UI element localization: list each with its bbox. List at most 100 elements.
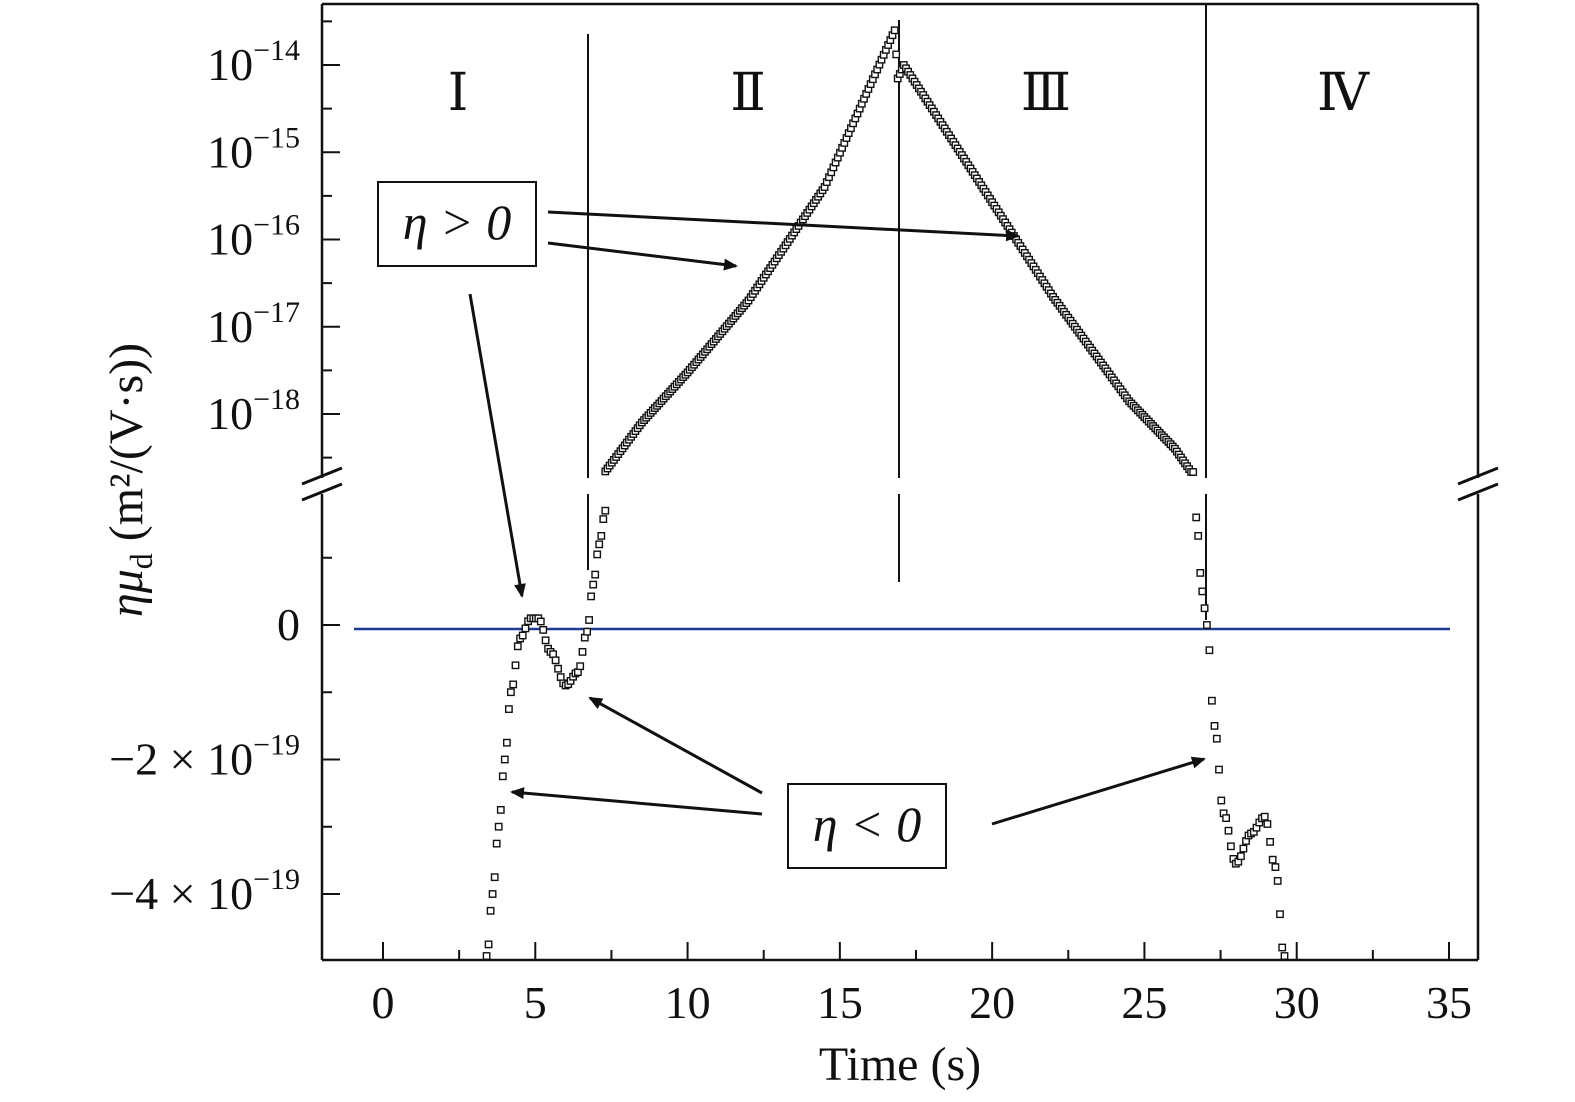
data-point — [541, 636, 550, 645]
data-point — [585, 616, 594, 624]
data-point — [488, 890, 497, 898]
annotation-box-negative — [787, 783, 947, 869]
x-tick-label-10: 10 — [665, 977, 711, 1028]
data-point — [511, 661, 520, 670]
data-point — [1224, 826, 1233, 835]
data-point — [1239, 844, 1248, 853]
data-point — [1215, 765, 1223, 774]
arrow-negative-dip — [588, 696, 763, 795]
data-point — [597, 532, 606, 540]
annotation-box-positive — [377, 181, 537, 267]
data-point — [496, 806, 505, 814]
data-point — [1217, 796, 1226, 805]
region-dividers — [587, 4, 1207, 620]
data-point — [593, 550, 602, 559]
data-point — [890, 26, 899, 35]
data-point — [551, 656, 560, 665]
x-tick-label-30: 30 — [1274, 977, 1320, 1028]
arrow-positive-region2 — [547, 241, 738, 271]
data-point — [539, 626, 548, 634]
axis-break-mark-left-1 — [301, 466, 343, 486]
region-label-3: Ⅲ — [1021, 65, 1071, 122]
annotation-eta-positive: η > 0 — [377, 181, 537, 267]
data-point — [513, 642, 522, 651]
y-upper-tick-label-2: 10−15 — [207, 121, 300, 177]
y-lower-tick-label-3: −4 × 10−19 — [109, 863, 300, 919]
axis-ticks: 0 5 10 15 20 25 30 35 10−14 10−15 10−16 10−17 10−18 0… — [109, 20, 1472, 1028]
x-tick-label-25: 25 — [1121, 977, 1167, 1028]
data-point — [1280, 952, 1289, 960]
data-point — [1268, 855, 1277, 864]
x-tick-label-5: 5 — [524, 977, 547, 1028]
data-point — [521, 624, 530, 633]
data-point — [484, 940, 493, 949]
data-point — [1276, 910, 1284, 919]
data-point — [1266, 838, 1275, 846]
axis-break-mark-left-2 — [301, 482, 343, 502]
data-point — [1205, 646, 1214, 655]
region-label-4: Ⅳ — [1317, 65, 1370, 122]
data-point — [1222, 814, 1231, 823]
y-axis-title: ημd (m²/(V·s)) — [100, 343, 159, 617]
data-point — [1200, 604, 1209, 613]
data-point — [494, 822, 503, 831]
data-point — [536, 617, 545, 626]
y-axis-title-units: (m²/(V·s)) — [100, 343, 153, 553]
data-point — [500, 755, 509, 764]
data-point — [554, 664, 563, 673]
data-point — [503, 738, 511, 747]
data-point — [1278, 943, 1287, 952]
data-point — [492, 839, 501, 848]
x-tick-label-35: 35 — [1426, 977, 1472, 1028]
y-axis-title-subscript: d — [123, 553, 159, 569]
axis-break-mark-right-1 — [1457, 466, 1499, 486]
data-point — [601, 506, 610, 515]
y-upper-tick-label-3: 10−16 — [207, 209, 300, 265]
data-point — [1260, 812, 1269, 821]
data-point — [509, 680, 518, 689]
y-lower-tick-label-1: 0 — [277, 599, 300, 650]
data-point — [556, 673, 565, 682]
annotation-eta-negative: η < 0 — [787, 783, 947, 869]
data-point — [1196, 569, 1205, 577]
data-point — [507, 688, 515, 697]
y-lower-tick-label-2: −2 × 10−19 — [109, 729, 300, 785]
data-point — [1271, 863, 1280, 872]
y-upper-tick-label-1: 10−14 — [207, 34, 300, 90]
data-point — [892, 50, 901, 59]
data-point — [1226, 842, 1235, 851]
data-point — [587, 592, 596, 601]
annotation-text-positive: η > 0 — [403, 194, 512, 250]
data-point — [1202, 621, 1211, 629]
annotation-text-negative: η < 0 — [813, 796, 922, 852]
arrow-positive-region1 — [468, 293, 526, 598]
data-point — [1189, 468, 1198, 476]
y-upper-tick-label-4: 10−17 — [207, 296, 300, 352]
y-upper-tick-label-5: 10−18 — [207, 383, 300, 439]
plot-frame — [301, 2, 1499, 962]
data-point — [599, 515, 608, 524]
data-point — [589, 580, 598, 589]
data-point — [1263, 820, 1272, 828]
data-point — [505, 705, 513, 714]
region-label-2: Ⅱ — [730, 65, 765, 122]
x-tick-label-15: 15 — [817, 977, 863, 1028]
data-point — [482, 952, 491, 960]
data-point — [490, 873, 499, 882]
arrow-negative-left — [510, 787, 763, 816]
region-label-1: Ⅰ — [448, 65, 469, 122]
data-point — [1210, 722, 1219, 730]
annotation-arrows — [468, 210, 1206, 826]
data-point — [1192, 513, 1201, 522]
data-point — [486, 906, 495, 915]
data-point — [1194, 532, 1203, 540]
data-point — [1273, 877, 1282, 885]
arrow-negative-right — [991, 756, 1206, 826]
data-point — [591, 570, 600, 579]
x-tick-label-0: 0 — [372, 977, 395, 1028]
x-tick-label-20: 20 — [969, 977, 1015, 1028]
y-axis-title-main: ημ — [100, 569, 153, 617]
data-point — [1212, 734, 1221, 743]
